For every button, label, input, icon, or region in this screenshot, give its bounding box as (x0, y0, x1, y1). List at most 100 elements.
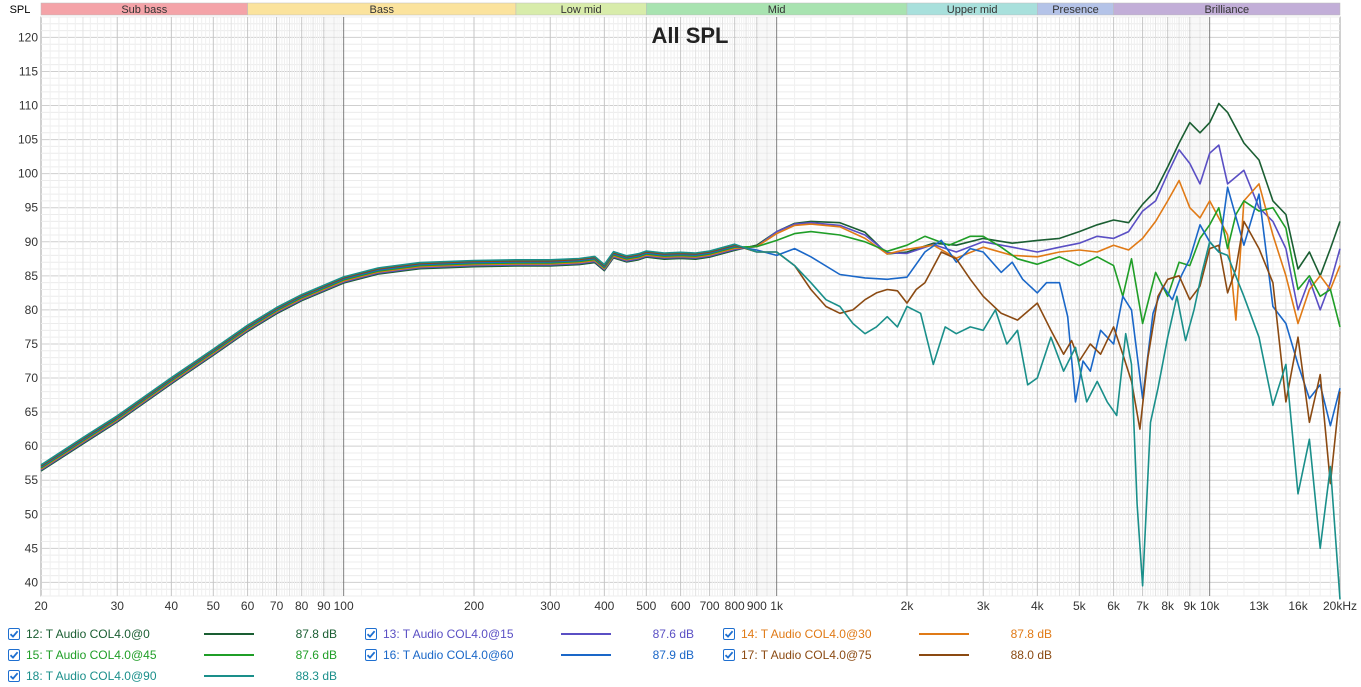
legend-line-swatch (919, 633, 969, 635)
checkbox-checked-icon[interactable] (723, 628, 735, 640)
x-tick-label-26: 10k (1200, 599, 1220, 613)
x-tick-label-10: 300 (540, 599, 560, 613)
x-tick-label-1: 30 (111, 599, 125, 613)
band-label-1: Bass (370, 4, 395, 16)
y-tick-label-15: 115 (19, 64, 38, 78)
x-tick-label-24: 8k (1161, 599, 1175, 613)
chart-title: All SPL (651, 23, 728, 48)
x-tick-label-16: 900 (747, 599, 767, 613)
x-tick-label-8: 100 (334, 599, 354, 613)
x-tick-label-7: 90 (317, 599, 331, 613)
legend-line-swatch (204, 633, 254, 635)
x-tick-label-14: 700 (700, 599, 720, 613)
x-tick-label-4: 60 (241, 599, 255, 613)
legend-item-2[interactable]: 14: T Audio COL4.0@30 87.8 dB (723, 624, 1052, 644)
spl-chart: Sub bass Bass Low mid Mid Upper mid Presence B… (10, 2, 1357, 613)
band-label-3: Mid (768, 4, 786, 16)
legend-item-4[interactable]: 16: T Audio COL4.0@60 87.9 dB (365, 645, 694, 665)
x-tick-label-12: 500 (636, 599, 656, 613)
x-tick-label-13: 600 (671, 599, 691, 613)
grid (40, 16, 1341, 597)
checkbox-checked-icon[interactable] (8, 628, 20, 640)
legend-series-name: 17: T Audio COL4.0@75 (741, 648, 872, 662)
legend-item-5[interactable]: 17: T Audio COL4.0@75 88.0 dB (723, 645, 1052, 665)
checkbox-checked-icon[interactable] (365, 628, 377, 640)
band-label-2: Low mid (561, 4, 602, 16)
legend-series-name: 14: T Audio COL4.0@30 (741, 627, 872, 641)
y-tick-label-6: 70 (25, 371, 39, 385)
checkbox-checked-icon[interactable] (8, 649, 20, 661)
legend-level-value: 87.6 dB (295, 648, 337, 662)
band-label-6: Brilliance (1204, 4, 1249, 16)
series-line-2 (40, 179, 1341, 470)
x-tick-label-3: 50 (207, 599, 221, 613)
series-line-0 (40, 102, 1341, 472)
band-label-4: Upper mid (947, 4, 998, 16)
band-label-0: Sub bass (121, 4, 167, 16)
x-tick-label-0: 20 (34, 599, 48, 613)
y-tick-label-2: 50 (25, 507, 39, 521)
legend-level-value: 87.8 dB (295, 627, 337, 641)
legend-series-name: 18: T Audio COL4.0@90 (26, 669, 157, 683)
legend-item-0[interactable]: 12: T Audio COL4.0@0 87.8 dB (8, 624, 337, 644)
legend-level-value: 87.6 dB (652, 627, 694, 641)
y-tick-label-0: 40 (25, 575, 39, 589)
x-tick-label-22: 6k (1107, 599, 1121, 613)
x-tick-label-25: 9k (1183, 599, 1197, 613)
series-line-1 (40, 144, 1341, 471)
x-tick-label-19: 3k (977, 599, 991, 613)
legend-item-3[interactable]: 15: T Audio COL4.0@45 87.6 dB (8, 645, 337, 665)
y-tick-label-8: 80 (25, 303, 39, 317)
checkbox-checked-icon[interactable] (723, 649, 735, 661)
axes: 40 45 50 55 60 65 70 75 80 85 90 95 100 105 110 115 120 2… (18, 30, 1357, 613)
y-tick-label-16: 120 (18, 30, 38, 44)
band-6 (1113, 2, 1341, 16)
series-lines (40, 102, 1341, 600)
x-tick-label-20: 4k (1031, 599, 1045, 613)
series-line-5 (40, 220, 1341, 485)
y-tick-label-12: 100 (18, 167, 38, 181)
x-tick-label-11: 400 (594, 599, 614, 613)
legend-item-6[interactable]: 18: T Audio COL4.0@90 88.3 dB (8, 666, 337, 686)
y-tick-label-13: 105 (18, 133, 38, 147)
legend-line-swatch (204, 654, 254, 656)
y-axis-label: SPL (10, 4, 31, 16)
legend-line-swatch (204, 675, 254, 677)
legend-line-swatch (561, 654, 611, 656)
y-tick-label-14: 110 (19, 99, 38, 113)
x-tick-label-21: 5k (1073, 599, 1087, 613)
x-tick-label-5: 70 (270, 599, 284, 613)
y-tick-label-11: 95 (25, 201, 39, 215)
series-line-4 (40, 186, 1341, 468)
plot-area (40, 16, 1341, 597)
x-tick-label-18: 2k (901, 599, 915, 613)
band-label-5: Presence (1052, 4, 1098, 16)
series-line-3 (40, 200, 1341, 469)
legend-level-value: 88.0 dB (1010, 648, 1052, 662)
y-tick-label-5: 65 (25, 405, 39, 419)
legend-series-name: 16: T Audio COL4.0@60 (383, 648, 514, 662)
x-tick-label-9: 200 (464, 599, 484, 613)
checkbox-checked-icon[interactable] (365, 649, 377, 661)
checkbox-checked-icon[interactable] (8, 670, 20, 682)
series-line-6 (40, 241, 1341, 600)
legend-series-name: 12: T Audio COL4.0@0 (26, 627, 150, 641)
x-tick-label-28: 16k (1288, 599, 1308, 613)
y-tick-label-7: 75 (25, 337, 39, 351)
x-tick-label-29: 20kHz (1323, 599, 1357, 613)
x-tick-label-23: 7k (1136, 599, 1150, 613)
legend-line-swatch (561, 633, 611, 635)
legend-level-value: 88.3 dB (295, 669, 337, 683)
legend-line-swatch (919, 654, 969, 656)
legend-level-value: 87.9 dB (652, 648, 694, 662)
legend-item-1[interactable]: 13: T Audio COL4.0@15 87.6 dB (365, 624, 694, 644)
legend-series-name: 13: T Audio COL4.0@15 (383, 627, 514, 641)
y-tick-label-4: 60 (25, 439, 39, 453)
y-tick-label-10: 90 (25, 235, 39, 249)
y-tick-label-1: 45 (25, 541, 39, 555)
x-tick-label-6: 80 (295, 599, 309, 613)
y-tick-label-9: 85 (25, 269, 39, 283)
legend-level-value: 87.8 dB (1010, 627, 1052, 641)
legend: 12: T Audio COL4.0@0 87.8 dB 13: T Audio C… (0, 622, 1361, 687)
legend-series-name: 15: T Audio COL4.0@45 (26, 648, 157, 662)
